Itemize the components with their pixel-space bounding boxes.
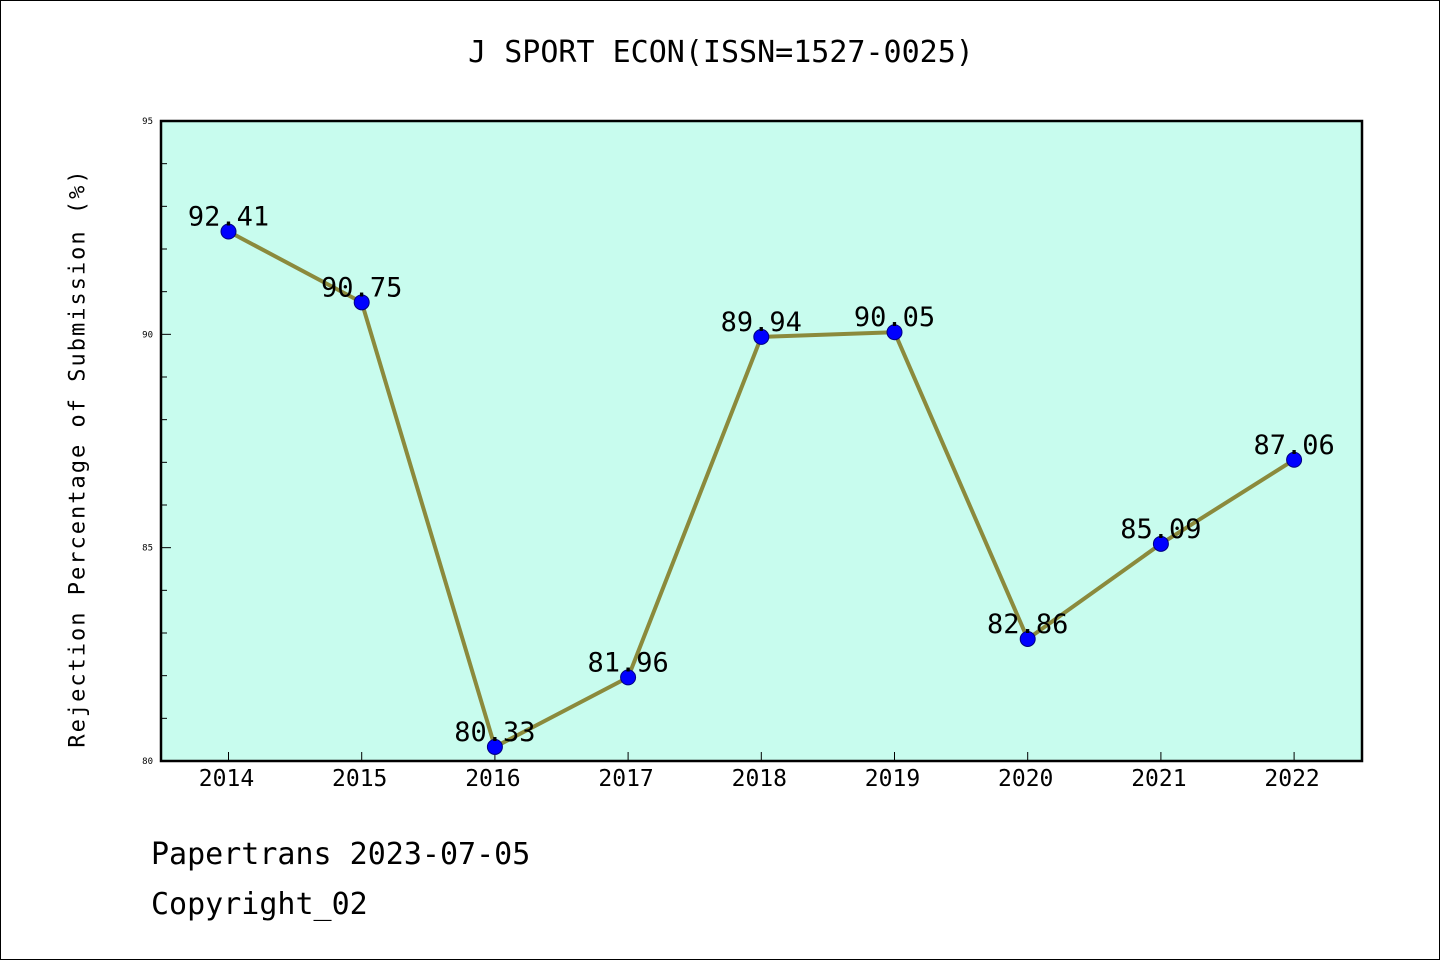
y-tick-label: 80: [142, 757, 153, 767]
y-axis-ticks: 80 85 90 95: [142, 117, 171, 767]
data-label: 90.75: [321, 272, 402, 303]
x-tick-label: 2022: [1264, 766, 1319, 792]
x-tick-label: 2018: [732, 766, 787, 792]
data-label: 89.94: [721, 307, 802, 338]
data-labels: 92.41 90.75 80.33 81.96 89.94 90.05 82.86 85.09…: [188, 202, 1335, 748]
chart-title: J SPORT ECON(ISSN=1527-0025): [468, 35, 974, 70]
data-point: [886, 324, 903, 341]
x-tick-label: 2016: [465, 766, 520, 792]
data-label: 82.86: [987, 609, 1068, 640]
x-tick-label: 2021: [1131, 766, 1186, 792]
footer-copyright: Copyright_02: [151, 887, 368, 922]
x-axis-ticks: 2014 2015 2016 2017 2018 2019 2020 2021 2022: [199, 752, 1320, 792]
footer-date: Papertrans 2023-07-05: [151, 837, 531, 872]
data-label: 92.41: [188, 202, 269, 233]
data-label: 85.09: [1120, 514, 1201, 545]
data-point: [486, 738, 503, 755]
data-point: [1286, 451, 1303, 468]
data-label: 80.33: [454, 717, 535, 748]
y-tick-label: 85: [142, 544, 153, 554]
data-point: [1019, 630, 1036, 647]
data-point: [353, 294, 370, 311]
data-label: 90.05: [854, 302, 935, 333]
x-tick-label: 2020: [998, 766, 1053, 792]
y-tick-label: 90: [142, 330, 153, 340]
data-point: [220, 223, 237, 240]
data-label: 87.06: [1253, 430, 1334, 461]
plot-area: [159, 119, 1364, 763]
y-tick-label: 95: [142, 117, 153, 127]
x-tick-label: 2019: [865, 766, 920, 792]
x-tick-label: 2015: [332, 766, 387, 792]
data-label: 81.96: [587, 647, 668, 678]
x-tick-label: 2014: [199, 766, 254, 792]
data-point: [620, 669, 637, 686]
data-markers: [220, 223, 1303, 755]
data-point: [1152, 535, 1169, 552]
data-point: [753, 328, 770, 345]
x-tick-label: 2017: [598, 766, 653, 792]
